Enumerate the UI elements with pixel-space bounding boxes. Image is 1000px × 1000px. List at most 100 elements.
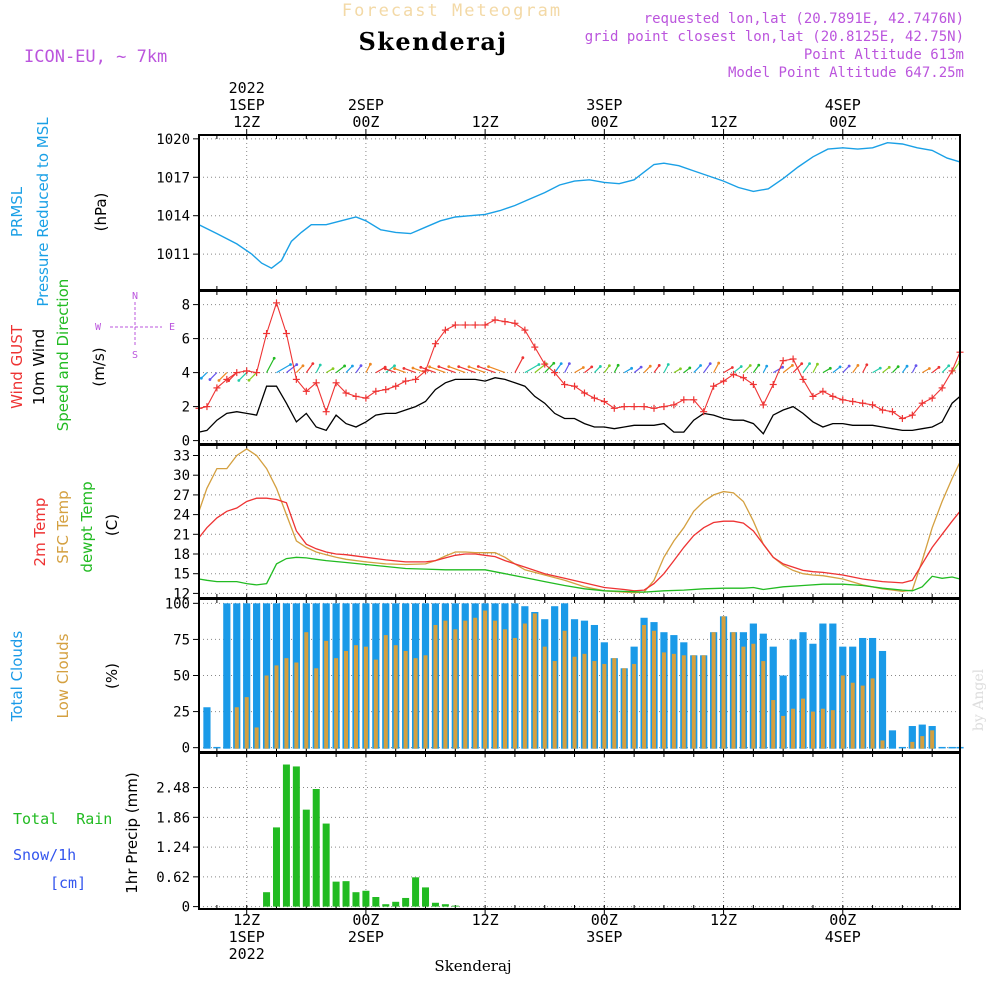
compass-w: W <box>95 322 102 333</box>
ytick-label: 27 <box>173 488 190 504</box>
wind-arrow-head <box>581 366 585 369</box>
low-cloud-bar <box>502 629 507 749</box>
pressure-side-labels: PRMSL Pressure Reduced to MSL (hPa) <box>8 117 110 307</box>
wind-side-labels: Wind GUST 10m Wind Speed and Direction (… <box>8 279 175 432</box>
total-cloud-bar <box>888 730 897 749</box>
wind-arrow <box>742 365 751 374</box>
wind-arrow <box>862 364 868 373</box>
wind-arrow <box>584 366 593 374</box>
ytick-label: 1014 <box>156 209 190 225</box>
wind-arrow <box>238 372 248 381</box>
wind-gust-label: Wind GUST <box>8 324 26 409</box>
wind-arrow <box>832 366 841 374</box>
wind-arrow-head <box>359 364 363 368</box>
wind-arrow-head <box>411 366 415 370</box>
wind-gust-line <box>198 301 961 420</box>
wind-arrow-head <box>914 364 918 368</box>
top-tick-label: 00Z <box>352 113 379 131</box>
wind-arrow-head <box>457 365 461 369</box>
cloud-side-labels: Total Clouds Low Clouds (%) <box>8 631 121 723</box>
wind-arrow-head <box>947 364 951 368</box>
low-cloud-bar <box>840 675 845 749</box>
wind-arrow <box>663 364 669 373</box>
wind-arrow <box>514 357 524 373</box>
low-cloud-bar <box>781 715 786 749</box>
rain-bar <box>272 827 280 907</box>
low-cloud-bar <box>711 632 716 749</box>
rain-bar <box>322 823 330 907</box>
model-label: ICON-EU, ~ 7km <box>24 47 167 67</box>
wind-arrow <box>713 362 720 373</box>
total-cloud-bar <box>799 632 807 749</box>
low-cloud-bar <box>830 710 835 749</box>
panel-border <box>198 752 961 910</box>
ytick-label: 1.86 <box>156 810 190 826</box>
low-cloud-bar <box>791 708 796 749</box>
rain-bar <box>312 789 320 907</box>
wind-arrow <box>286 364 298 374</box>
total-cloud-bar <box>789 639 797 749</box>
snow-label: Snow/1h <box>13 846 76 864</box>
low-cloud-bar <box>552 661 557 749</box>
pressure-label-1: PRMSL <box>8 186 26 237</box>
ytick-label: 6 <box>182 332 190 348</box>
pressure-ylabel: (hPa) <box>92 193 110 232</box>
clouds-panel: 0 25 50 75 100 <box>165 596 964 757</box>
low-cloud-bar <box>582 653 587 749</box>
low-cloud-bar <box>930 730 935 749</box>
wind-10m-line <box>198 377 961 435</box>
precip-ylabel: 1hr Precip (mm) <box>123 772 141 893</box>
wind-arrow <box>394 368 406 374</box>
compass-rose: N W E S <box>95 291 175 361</box>
rain-bar <box>302 809 310 907</box>
low-cloud-bar <box>741 646 746 749</box>
low-cloud-bar <box>234 707 239 749</box>
wind-arrow <box>218 372 228 381</box>
wind-arrow-head <box>537 363 541 366</box>
wind-arrow <box>420 366 436 374</box>
wind-arrow-head <box>343 364 347 368</box>
panel-border <box>198 134 961 291</box>
ytick-label: 21 <box>173 527 190 543</box>
low-cloud-bar <box>731 632 736 749</box>
wind-arrow <box>564 363 570 373</box>
wind-arrow <box>305 363 314 373</box>
wind-arrow-head <box>607 364 611 368</box>
total-cloud-bar <box>253 603 261 749</box>
bottom-tick-label: 00Z <box>591 911 618 929</box>
wind-arrow-head <box>648 364 652 368</box>
wind-arrow-head <box>688 366 692 370</box>
wind-arrow <box>468 366 486 374</box>
low-cloud-bar <box>632 663 637 749</box>
total-cloud-bar <box>809 643 817 749</box>
wind-arrow <box>623 367 632 374</box>
grid-point-coords: grid point closest lon,lat (20.8125E, 42… <box>585 29 964 45</box>
wind-arrow <box>375 366 386 374</box>
wind-arrow-head <box>208 378 212 381</box>
wind-arrow-head <box>311 362 315 366</box>
wind-arrow <box>458 366 476 374</box>
top-tick-label: 4SEP <box>825 96 861 114</box>
low-cloud-bar <box>671 653 676 749</box>
footer-location: Skenderaj <box>434 957 511 975</box>
ytick-label: 1.24 <box>156 840 190 856</box>
low-cloud-bar <box>344 650 349 749</box>
wind-arrow <box>478 365 496 374</box>
total-cloud-bar <box>769 646 777 749</box>
wind-dir-label: Speed and Direction <box>54 279 72 432</box>
low-cloud-bar <box>453 629 458 749</box>
total-cloud-bar <box>203 707 211 749</box>
wind-arrow <box>488 366 506 374</box>
wind-arrow <box>385 368 396 374</box>
low-cloud-bar <box>512 637 517 749</box>
wind-arrow <box>782 364 793 374</box>
low-cloud-bar <box>642 624 647 749</box>
ytick-label: 25 <box>173 705 190 721</box>
low-cloud-bar <box>493 620 498 749</box>
ytick-label: 75 <box>173 632 190 648</box>
wind-arrow <box>653 365 660 373</box>
wind-arrow-head <box>927 367 931 370</box>
rain-bar <box>362 890 370 907</box>
low-cloud-bar <box>602 663 607 749</box>
rain-bar <box>382 904 390 907</box>
